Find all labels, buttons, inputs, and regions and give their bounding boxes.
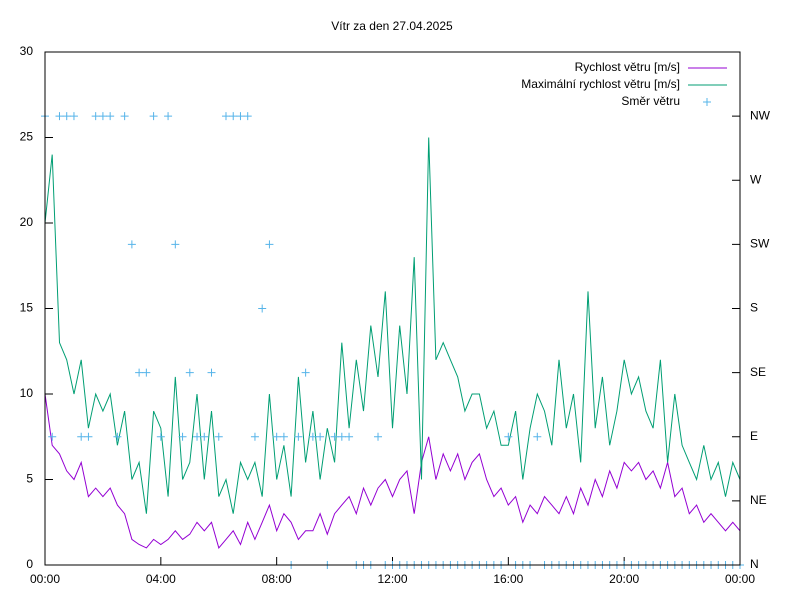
- y-tick-label: 5: [26, 472, 33, 486]
- direction-point: [106, 112, 115, 121]
- direction-point: [279, 432, 288, 441]
- y-tick-label: 10: [20, 386, 34, 400]
- direction-point: [265, 240, 274, 249]
- direction-point: [84, 432, 93, 441]
- x-tick-label: 16:00: [493, 572, 523, 586]
- direction-point: [55, 112, 64, 121]
- direction-point: [200, 432, 209, 441]
- direction-point: [171, 240, 180, 249]
- x-tick-label: 04:00: [146, 572, 176, 586]
- x-tick-label: 08:00: [262, 572, 292, 586]
- direction-point: [308, 432, 317, 441]
- direction-point: [77, 432, 86, 441]
- direction-point: [229, 112, 238, 121]
- direction-point: [345, 432, 354, 441]
- y-tick-label: 25: [20, 130, 34, 144]
- chart-title: Vítr za den 27.04.2025: [331, 19, 453, 33]
- direction-point: [185, 368, 194, 377]
- direction-point: [301, 368, 310, 377]
- y2-tick-label: NE: [750, 493, 767, 507]
- direction-point: [337, 432, 346, 441]
- direction-point: [258, 304, 267, 313]
- direction-point: [243, 112, 252, 121]
- series-line: [44, 137, 741, 514]
- legend-swatch: [703, 98, 711, 106]
- y2-tick-label: SE: [750, 365, 766, 379]
- x-tick-label: 00:00: [725, 572, 755, 586]
- direction-point: [207, 368, 216, 377]
- direction-point: [164, 112, 173, 121]
- x-tick-label: 12:00: [377, 572, 407, 586]
- y2-tick-label: W: [750, 172, 762, 186]
- y-tick-label: 20: [20, 215, 34, 229]
- direction-point: [178, 432, 187, 441]
- direction-point: [142, 368, 151, 377]
- direction-point: [374, 432, 383, 441]
- direction-point: [62, 112, 71, 121]
- y2-tick-label: N: [750, 557, 759, 571]
- direction-point: [127, 240, 136, 249]
- direction-point: [48, 432, 57, 441]
- direction-point: [193, 432, 202, 441]
- direction-point: [98, 112, 107, 121]
- legend-label: Směr větru: [621, 94, 680, 108]
- direction-point: [91, 112, 100, 121]
- direction-point: [316, 432, 325, 441]
- x-tick-label: 00:00: [30, 572, 60, 586]
- y-tick-label: 0: [26, 557, 33, 571]
- series-line: [44, 393, 741, 549]
- direction-point: [250, 432, 259, 441]
- y2-tick-label: NW: [750, 108, 771, 122]
- plot-border: [44, 51, 741, 566]
- direction-point: [156, 432, 165, 441]
- x-tick-label: 20:00: [609, 572, 639, 586]
- direction-point: [149, 112, 158, 121]
- y2-tick-label: S: [750, 301, 758, 315]
- direction-point: [113, 432, 122, 441]
- legend-label: Rychlost větru [m/s]: [575, 60, 680, 74]
- y-tick-label: 15: [20, 301, 34, 315]
- y2-tick-label: E: [750, 429, 758, 443]
- legend-label: Maximální rychlost větru [m/s]: [521, 77, 680, 91]
- direction-point: [294, 432, 303, 441]
- direction-point: [135, 368, 144, 377]
- direction-point: [221, 112, 230, 121]
- direction-point: [504, 432, 513, 441]
- direction-point: [214, 432, 223, 441]
- direction-point: [330, 432, 339, 441]
- y-tick-label: 30: [20, 44, 34, 58]
- direction-point: [533, 432, 542, 441]
- direction-point: [272, 432, 281, 441]
- y2-tick-label: SW: [750, 237, 770, 251]
- direction-point: [236, 112, 245, 121]
- direction-point: [69, 112, 78, 121]
- direction-point: [120, 112, 129, 121]
